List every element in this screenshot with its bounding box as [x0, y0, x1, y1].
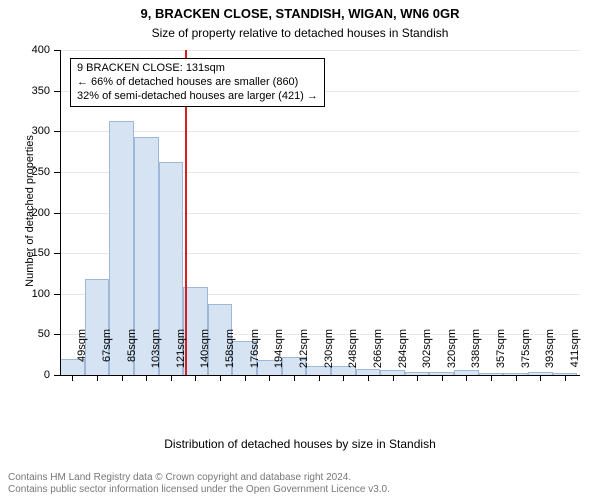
- annotation-line-3: 32% of semi-detached houses are larger (…: [77, 90, 318, 104]
- chart-container: { "title": "9, BRACKEN CLOSE, STANDISH, …: [0, 0, 600, 500]
- annotation-line-1: 9 BRACKEN CLOSE: 131sqm: [77, 62, 318, 76]
- y-tick-label: 400: [20, 44, 50, 56]
- chart-title: 9, BRACKEN CLOSE, STANDISH, WIGAN, WN6 0…: [0, 6, 600, 21]
- y-tick-label: 150: [20, 247, 50, 259]
- y-tick-label: 100: [20, 288, 50, 300]
- y-tick-label: 50: [20, 328, 50, 340]
- annotation-line-2: ← 66% of detached houses are smaller (86…: [77, 76, 318, 90]
- footer-line-2: Contains public sector information licen…: [8, 484, 390, 496]
- x-axis-line: [60, 375, 580, 376]
- footer-line-1: Contains HM Land Registry data © Crown c…: [8, 472, 390, 484]
- y-tick-label: 200: [20, 207, 50, 219]
- gridline: [60, 50, 580, 51]
- y-tick-label: 250: [20, 166, 50, 178]
- chart-subtitle: Size of property relative to detached ho…: [0, 26, 600, 40]
- annotation-box: 9 BRACKEN CLOSE: 131sqm ← 66% of detache…: [70, 58, 325, 107]
- y-tick-label: 0: [20, 369, 50, 381]
- footer-attribution: Contains HM Land Registry data © Crown c…: [8, 472, 390, 496]
- gridline: [60, 131, 580, 132]
- y-tick-label: 300: [20, 125, 50, 137]
- x-axis-label: Distribution of detached houses by size …: [0, 437, 600, 451]
- y-tick-label: 350: [20, 85, 50, 97]
- y-axis-line: [60, 50, 61, 375]
